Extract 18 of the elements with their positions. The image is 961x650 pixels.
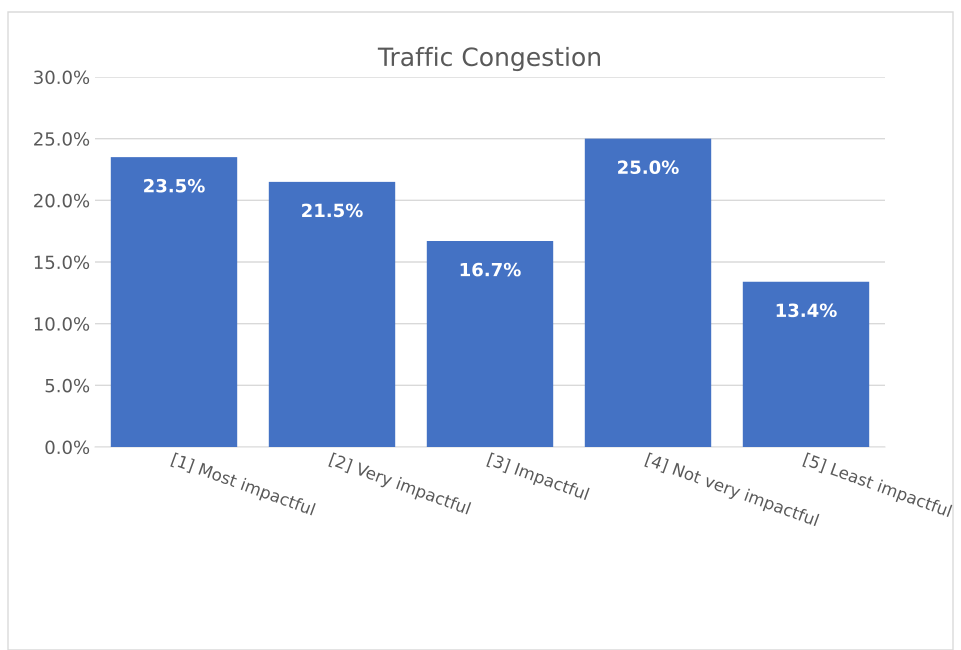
y-tick-label: 10.0% bbox=[34, 317, 90, 331]
y-tick-label: 5.0% bbox=[46, 378, 90, 392]
y-tick-label: 15.0% bbox=[34, 255, 90, 270]
data-label: 21.5% bbox=[302, 204, 363, 218]
y-tick-label: 0.0% bbox=[45, 440, 90, 454]
chart-title: Traffic Congestion bbox=[378, 46, 600, 72]
y-tick-label: 25.0% bbox=[34, 132, 90, 146]
bar bbox=[268, 182, 396, 447]
y-tick-label: 30.0% bbox=[34, 70, 90, 84]
data-label: 23.5% bbox=[144, 178, 205, 193]
bar bbox=[742, 282, 870, 447]
data-label: 13.4% bbox=[776, 303, 837, 318]
y-tick-label: 20.0% bbox=[34, 194, 90, 208]
bar bbox=[584, 138, 712, 447]
bar bbox=[426, 241, 554, 447]
data-label: 16.7% bbox=[460, 262, 521, 276]
data-label: 25.0% bbox=[618, 160, 679, 174]
bar bbox=[110, 157, 238, 447]
